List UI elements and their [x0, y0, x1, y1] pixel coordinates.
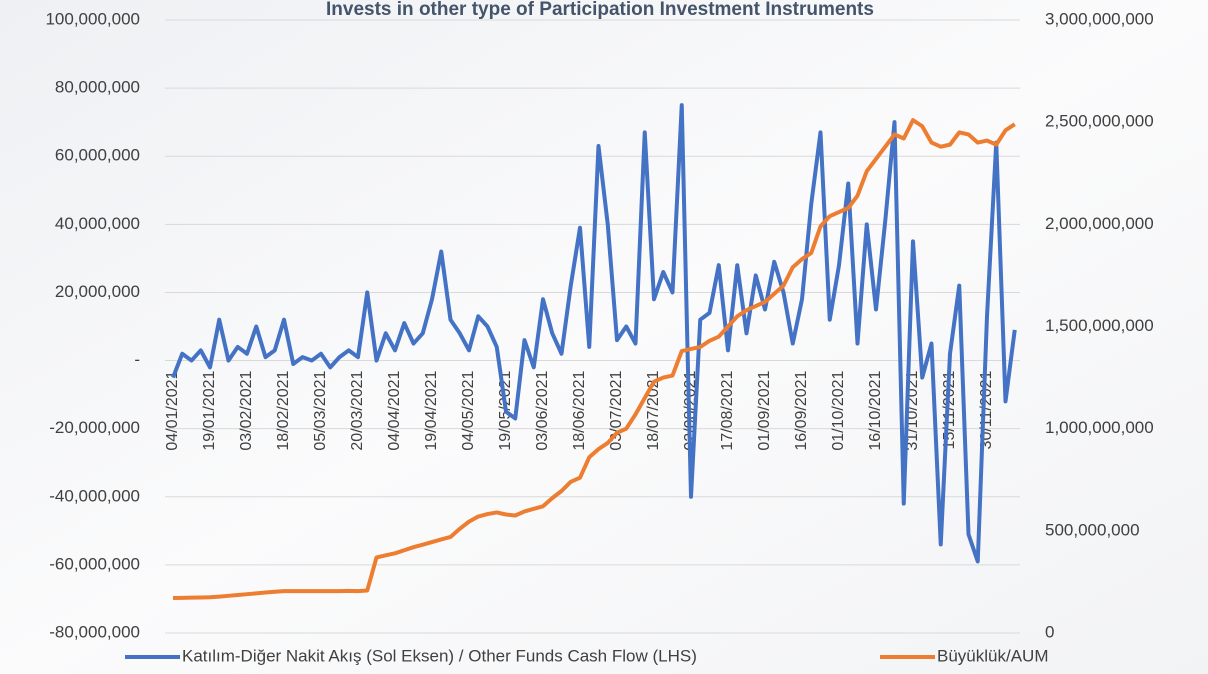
- y2-tick-label: 2,000,000,000: [1045, 214, 1154, 233]
- x-tick-label: 05/03/2021: [312, 370, 329, 450]
- x-tick-label: 04/01/2021: [164, 370, 181, 450]
- x-tick-label: 16/09/2021: [793, 370, 810, 450]
- y-tick-label: -20,000,000: [49, 418, 140, 437]
- x-tick-label: 01/10/2021: [830, 370, 847, 450]
- y2-tick-label: 1,000,000,000: [1045, 418, 1154, 437]
- x-tick-label: 18/02/2021: [275, 370, 292, 450]
- x-tick-label: 04/05/2021: [460, 370, 477, 450]
- y2-tick-label: 2,500,000,000: [1045, 112, 1154, 131]
- series-line: [171, 103, 1017, 564]
- y-tick-label: 20,000,000: [55, 282, 140, 301]
- x-tick-label: 18/06/2021: [571, 370, 588, 450]
- x-tick-label: 17/08/2021: [719, 370, 736, 450]
- y-tick-label: 60,000,000: [55, 146, 140, 165]
- y2-tick-label: 3,000,000,000: [1045, 9, 1154, 28]
- x-tick-label: 03/06/2021: [534, 370, 551, 450]
- x-tick-label: 16/10/2021: [867, 370, 884, 450]
- legend-label: Katılım-Diğer Nakit Akış (Sol Eksen) / O…: [182, 646, 697, 665]
- series-line: [172, 118, 1016, 601]
- y2-tick-label: 500,000,000: [1045, 520, 1140, 539]
- legend-label: Büyüklük/AUM: [937, 646, 1048, 665]
- x-tick-label: 20/03/2021: [349, 370, 366, 450]
- chart-title: Invests in other type of Participation I…: [326, 0, 874, 20]
- y-tick-label: 80,000,000: [55, 78, 140, 97]
- y-tick-label: 100,000,000: [45, 9, 140, 28]
- x-tick-label: 04/04/2021: [386, 370, 403, 450]
- y2-tick-label: 0: [1045, 622, 1054, 641]
- x-tick-label: 19/04/2021: [423, 370, 440, 450]
- y-tick-label: 40,000,000: [55, 214, 140, 233]
- y-tick-label: -80,000,000: [49, 622, 140, 641]
- y-tick-label: -: [134, 350, 140, 369]
- y-tick-label: -40,000,000: [49, 486, 140, 505]
- x-tick-label: 03/02/2021: [238, 370, 255, 450]
- y2-tick-label: 1,500,000,000: [1045, 316, 1154, 335]
- y-tick-label: -60,000,000: [49, 554, 140, 573]
- x-tick-label: 01/09/2021: [756, 370, 773, 450]
- x-tick-label: 19/01/2021: [201, 370, 218, 450]
